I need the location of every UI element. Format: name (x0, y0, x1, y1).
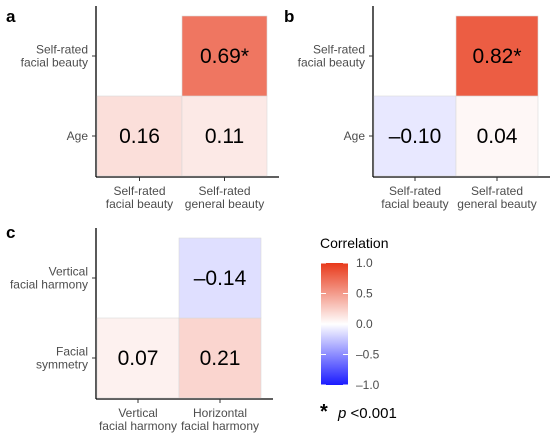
x-tick-label: Horizontal (193, 406, 247, 420)
x-tick-label: Self-rated (113, 184, 165, 198)
legend-title: Correlation (320, 235, 388, 251)
panel-letter: a (6, 7, 16, 26)
y-tick-label: Self-rated (313, 43, 365, 57)
heatmap-cell (178, 237, 262, 319)
cell-value-label: –0.10 (389, 125, 442, 148)
svg-text:* p <0.001: * p <0.001 (320, 401, 397, 423)
legend-tick-label: –1.0 (356, 378, 380, 392)
cell-value-label: 0.11 (205, 125, 244, 148)
legend-tick-label: 0.0 (356, 317, 373, 331)
heatmap-cell (455, 95, 539, 177)
y-tick-label: facial harmony (10, 278, 88, 292)
y-tick-label: facial beauty (298, 56, 365, 70)
cell-value-label: 0.04 (477, 125, 518, 148)
x-tick-label: facial harmony (99, 419, 177, 433)
legend-tick-label: 1.0 (356, 256, 373, 270)
footnote-star: * (320, 401, 328, 423)
footnote: * p <0.001 (320, 401, 397, 423)
heatmap-cell (181, 15, 268, 97)
y-tick-label: facial beauty (21, 56, 88, 70)
y-tick-label: symmetry (36, 358, 88, 372)
heatmap-cell (96, 317, 180, 399)
x-tick-label: Self-rated (471, 184, 523, 198)
footnote-text: <0.001 (350, 405, 396, 422)
y-tick-label: Age (344, 129, 366, 143)
panel-letter: b (284, 7, 294, 26)
cell-value-label: 0.21 (200, 347, 241, 370)
x-tick-label: facial beauty (106, 197, 173, 211)
y-tick-label: Age (67, 129, 89, 143)
x-tick-label: Vertical (118, 406, 157, 420)
x-tick-label: facial harmony (181, 419, 259, 433)
cell-value-label: 0.82* (472, 45, 521, 68)
cell-value-label: 0.69* (200, 45, 249, 68)
y-tick-label: Vertical (49, 265, 88, 279)
y-tick-label: Facial (56, 345, 88, 359)
cell-value-label: 0.07 (118, 347, 159, 370)
x-tick-label: Self-rated (389, 184, 441, 198)
cell-value-label: –0.14 (194, 267, 247, 290)
heatmap-cell (96, 95, 183, 177)
heatmap-cell (455, 15, 539, 97)
x-tick-label: general beauty (185, 197, 264, 211)
legend-tick-label: –0.5 (356, 348, 380, 362)
footnote-p: p (337, 405, 346, 422)
x-tick-label: Self-rated (198, 184, 250, 198)
legend-tick-label: 0.5 (356, 287, 373, 301)
heatmap-cell (178, 317, 262, 399)
panel-letter: c (6, 223, 15, 242)
x-tick-label: facial beauty (381, 197, 448, 211)
cell-value-label: 0.16 (119, 125, 160, 148)
x-tick-label: general beauty (457, 197, 536, 211)
y-tick-label: Self-rated (36, 43, 88, 57)
correlation-legend: Correlation 1.0 0.5 0.0 –0.5 –1.0 (320, 235, 388, 392)
